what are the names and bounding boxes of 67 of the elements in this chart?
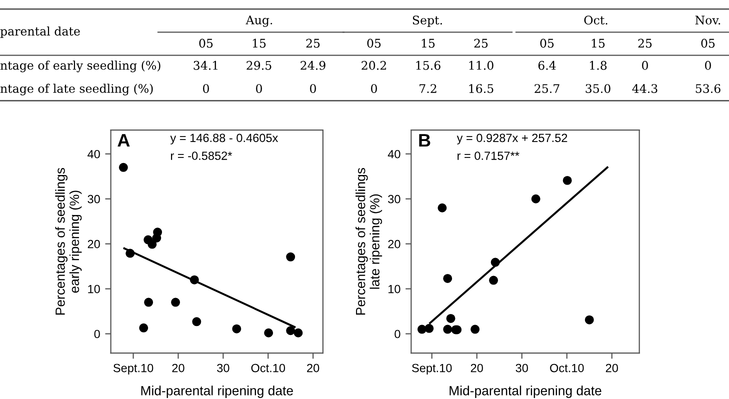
category-label: 05	[540, 38, 554, 48]
data-label: 6.4	[538, 60, 556, 70]
x-tick-label: Sept.10	[412, 364, 452, 375]
category-label: 05	[199, 38, 213, 48]
category-label: 25	[306, 38, 320, 48]
y-tick-label: 30	[388, 194, 400, 204]
y-tick-label: 0	[394, 330, 400, 338]
annotation: y = 146.88 - 0.4605x	[170, 134, 278, 144]
data-label: 0	[642, 60, 648, 70]
x-tick-label: 20	[470, 364, 483, 372]
category-label: 15	[422, 38, 435, 48]
data-label: 20.2	[362, 60, 386, 70]
annotation: A	[118, 134, 130, 147]
data-label: 0	[310, 84, 316, 94]
data-label: 16.5	[469, 84, 494, 94]
data-label: 34.1	[194, 60, 218, 70]
data-label: 29.5	[246, 60, 272, 70]
data-label: 24.9	[300, 60, 326, 70]
x-axis-title: Mid-parental ripening date	[141, 386, 293, 398]
annotation: r = 0.7157**	[458, 152, 520, 160]
y-axis-title: Percentages of seedlings early ripening (%)	[55, 168, 82, 315]
y-tick-label: 20	[88, 240, 100, 248]
text: Oct.	[584, 16, 608, 25]
text: parental date	[0, 26, 80, 38]
y-axis-title: Percentages of seedlings late ripening (%)	[356, 168, 382, 315]
category-label: 25	[638, 38, 652, 48]
annotation: r = -0.5852*	[170, 152, 232, 160]
x-tick-label: Oct.10	[251, 364, 286, 372]
x-tick-label: 20	[172, 364, 184, 372]
annotation: B	[419, 134, 430, 147]
x-tick-label: Sept.10	[113, 364, 154, 375]
category-label: 15	[592, 38, 605, 48]
data-label: 1.8	[590, 60, 607, 70]
category-label: 05	[367, 38, 381, 48]
y-tick-label: 30	[88, 194, 100, 204]
x-tick-label: 30	[516, 364, 528, 372]
text: Aug.	[246, 16, 272, 27]
text: Sept.	[412, 16, 442, 27]
x-tick-label: 20	[307, 364, 320, 372]
data-label: 53.6	[696, 84, 720, 94]
y-tick-label: 20	[388, 240, 400, 248]
x-tick-label: 20	[606, 364, 618, 372]
data-label: 44.3	[632, 84, 658, 94]
category-label: 05	[701, 38, 715, 48]
y-tick-label: 10	[388, 284, 400, 294]
data-label: 7.2	[420, 84, 436, 94]
x-tick-label: Oct.10	[550, 364, 584, 372]
data-label: 25.7	[534, 84, 560, 94]
text: ntage of early seedling (%)	[0, 60, 160, 72]
y-tick-label: 0	[94, 330, 100, 338]
category-label: 25	[474, 38, 488, 48]
data-label: 0	[371, 84, 377, 94]
x-axis-title: Mid-parental ripening date	[450, 386, 602, 398]
data-label: 15.6	[416, 60, 440, 70]
annotation: y = 0.9287x + 257.52	[456, 134, 568, 144]
data-label: 0	[705, 60, 711, 70]
x-tick-label: 30	[217, 364, 230, 372]
y-tick-label: 10	[88, 284, 100, 294]
data-label: 35.0	[586, 84, 610, 94]
text: ntage of late seedling (%)	[0, 84, 153, 96]
category-label: 15	[252, 38, 266, 48]
y-tick-label: 40	[388, 150, 400, 158]
data-label: 0	[256, 84, 262, 94]
data-label: 0	[203, 84, 209, 94]
data-label: 11.0	[469, 60, 494, 70]
text: Nov.	[695, 16, 720, 25]
y-tick-label: 40	[88, 150, 100, 158]
